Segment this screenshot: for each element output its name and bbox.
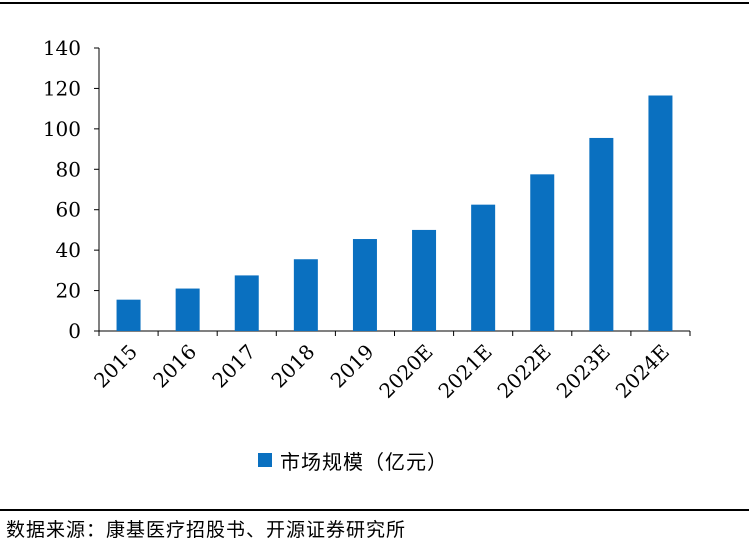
x-tick-label: 2017 xyxy=(207,340,260,393)
x-tick-label: 2023E xyxy=(552,340,615,403)
bar xyxy=(471,204,496,331)
y-tick-label: 140 xyxy=(43,36,81,60)
bar xyxy=(234,275,259,331)
bar xyxy=(352,239,377,331)
bar xyxy=(116,299,141,331)
x-tick-label: 2016 xyxy=(148,340,201,393)
y-tick-label: 80 xyxy=(56,157,81,181)
y-tick-label: 120 xyxy=(43,76,81,100)
x-tick-label: 2015 xyxy=(89,340,142,393)
legend: 市场规模（亿元） xyxy=(258,446,448,474)
y-tick-label: 100 xyxy=(43,117,81,141)
source-note: 数据来源：康基医疗招股书、开源证券研究所 xyxy=(6,519,407,541)
bar xyxy=(293,259,318,331)
y-tick-label: 60 xyxy=(56,198,81,222)
bar xyxy=(530,174,555,331)
x-tick-label: 2019 xyxy=(326,340,379,393)
y-tick-label: 40 xyxy=(56,238,81,262)
y-tick-label: 20 xyxy=(56,279,81,303)
x-tick-label: 2018 xyxy=(266,340,319,393)
x-tick-label: 2021E xyxy=(433,340,496,403)
y-tick-label: 0 xyxy=(68,319,81,343)
x-tick-label: 2024E xyxy=(611,340,674,403)
bar xyxy=(175,288,200,331)
x-tick-label: 2020E xyxy=(374,340,437,403)
bottom-rule xyxy=(0,509,749,511)
legend-swatch xyxy=(258,453,272,467)
top-rule xyxy=(0,2,749,4)
bar xyxy=(589,137,614,331)
x-tick-label: 2022E xyxy=(492,340,555,403)
bar xyxy=(648,95,673,331)
legend-label: 市场规模（亿元） xyxy=(280,449,448,474)
bar xyxy=(412,229,437,331)
